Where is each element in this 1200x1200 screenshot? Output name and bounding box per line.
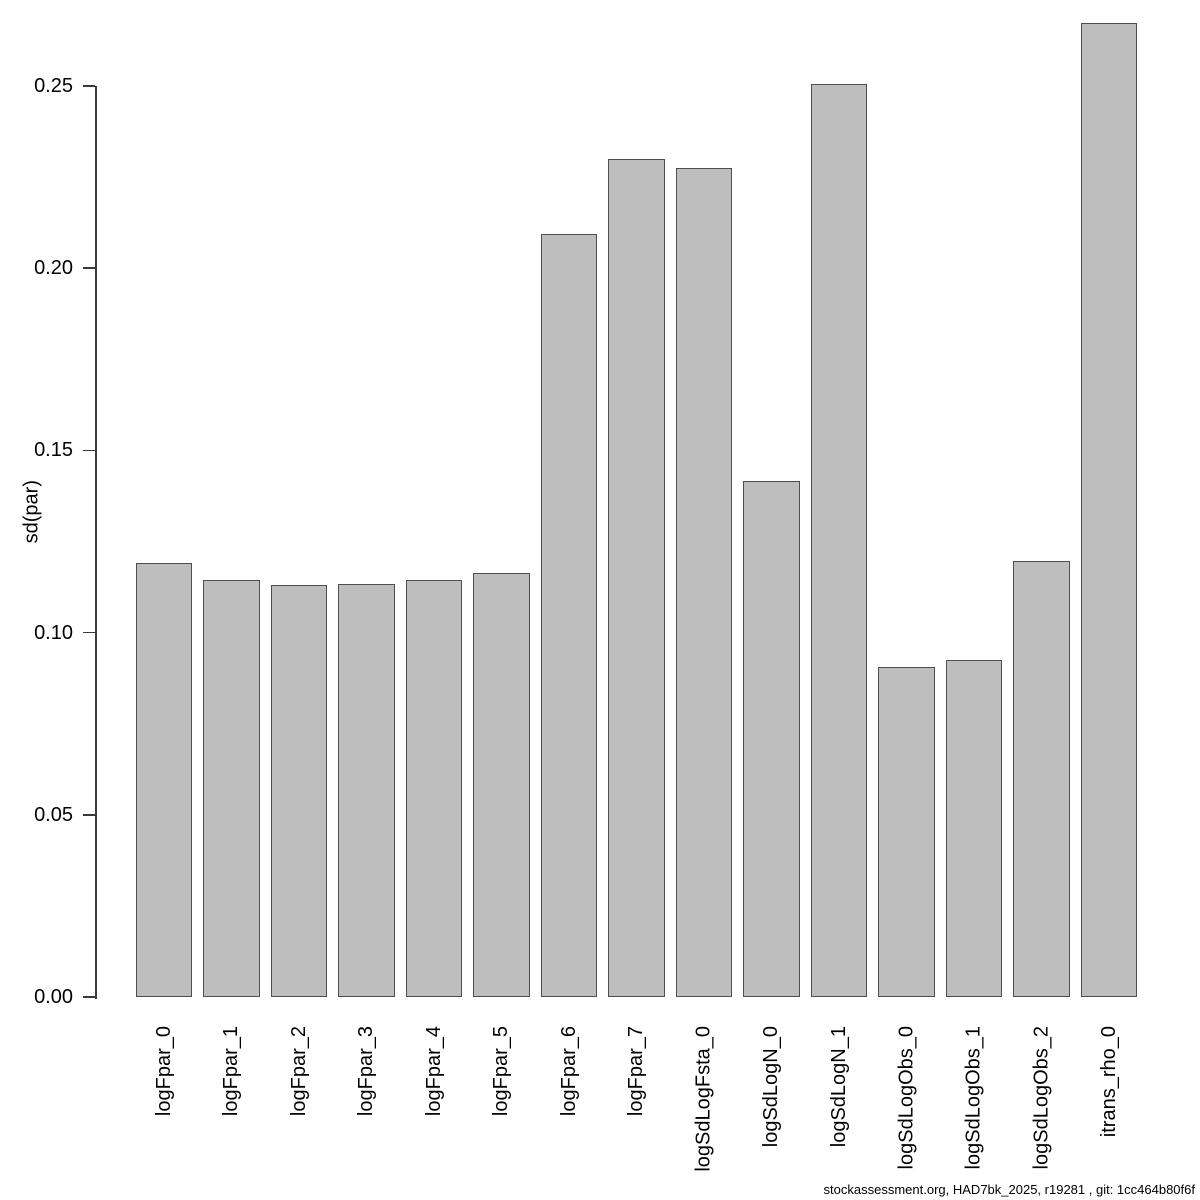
y-tick (83, 267, 95, 269)
bar (945, 659, 1003, 997)
x-tick-label-text: logFpar_3 (355, 1026, 378, 1117)
bar (810, 83, 868, 997)
bar (1013, 560, 1070, 997)
bar (675, 168, 733, 997)
x-tick-label-text: logFpar_1 (220, 1026, 243, 1117)
bar (1080, 22, 1138, 997)
y-tick-label: 0.10 (34, 621, 73, 644)
bar (338, 584, 395, 997)
y-tick-label: 0.00 (34, 986, 73, 1008)
y-tick-label: 0.15 (34, 439, 73, 462)
y-tick (83, 814, 95, 816)
x-tick-label-text: logFpar_6 (557, 1026, 580, 1117)
x-tick-label-text: logSdLogN_1 (827, 1026, 850, 1148)
y-tick (83, 85, 95, 87)
y-tick (83, 449, 95, 452)
x-tick-label-text: logSdLogObs_1 (962, 1026, 985, 1170)
bar (203, 579, 260, 997)
x-tick-label-text: logSdLogN_0 (760, 1026, 783, 1148)
x-tick-label-text: itrans_rho_0 (1097, 1026, 1120, 1138)
x-tick-label-text: logFpar_2 (287, 1026, 310, 1117)
bar (405, 580, 463, 997)
y-tick-label: 0.25 (34, 75, 73, 97)
y-tick (83, 996, 95, 998)
x-tick-label-text: logFpar_7 (625, 1026, 648, 1117)
x-tick-label-text: logSdLogObs_2 (1030, 1026, 1053, 1170)
x-tick-label-text: logFpar_5 (490, 1026, 513, 1117)
x-tick-label-text: logFpar_0 (152, 1026, 175, 1117)
bar (878, 667, 935, 997)
x-tick-label-text: logFpar_4 (422, 1026, 445, 1117)
bar (608, 158, 665, 997)
bar (270, 585, 328, 997)
y-tick-label: 0.20 (34, 257, 73, 280)
bar (473, 573, 530, 997)
x-tick-label-text: logSdLogFsta_0 (692, 1026, 715, 1172)
footer-watermark: stockassessment.org, HAD7bk_2025, r19281… (823, 1182, 1195, 1197)
bar (743, 481, 800, 997)
y-tick (83, 631, 95, 634)
x-tick-label-text: logSdLogObs_0 (895, 1026, 918, 1170)
y-axis-title-text: sd(par) (20, 480, 42, 544)
y-axis-line (95, 86, 97, 999)
bar (135, 563, 193, 997)
bar (540, 233, 598, 997)
y-tick-label: 0.05 (34, 803, 73, 826)
